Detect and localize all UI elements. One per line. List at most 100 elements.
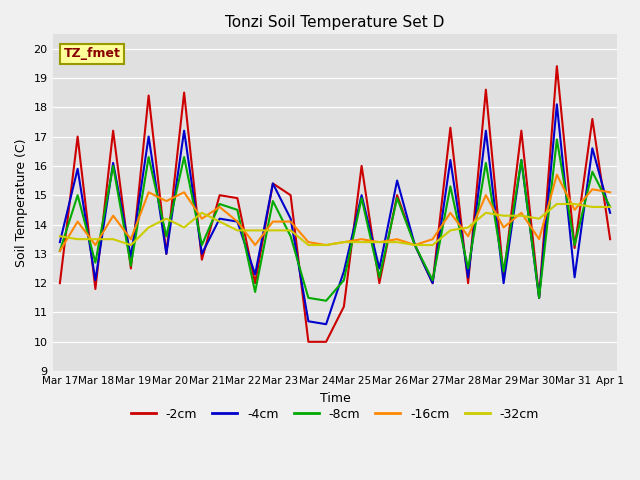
-2cm xyxy=(358,163,365,169)
-16cm xyxy=(74,219,81,225)
-4cm xyxy=(358,192,365,198)
-2cm xyxy=(92,286,99,292)
-16cm xyxy=(145,190,152,195)
-4cm xyxy=(464,275,472,280)
-16cm xyxy=(429,236,436,242)
-8cm xyxy=(234,207,241,213)
-32cm xyxy=(269,228,276,233)
-4cm xyxy=(411,242,419,248)
-4cm xyxy=(92,277,99,283)
-16cm xyxy=(358,236,365,242)
-4cm xyxy=(74,166,81,172)
-32cm xyxy=(411,242,419,248)
-2cm xyxy=(376,280,383,286)
-32cm xyxy=(74,236,81,242)
-8cm xyxy=(571,242,579,248)
-2cm xyxy=(606,236,614,242)
-2cm xyxy=(109,128,117,133)
-32cm xyxy=(252,228,259,233)
-8cm xyxy=(287,233,294,239)
-16cm xyxy=(92,242,99,248)
-32cm xyxy=(358,239,365,245)
-8cm xyxy=(74,192,81,198)
-16cm xyxy=(376,239,383,245)
-2cm xyxy=(252,280,259,286)
-32cm xyxy=(535,216,543,222)
-32cm xyxy=(447,228,454,233)
-16cm xyxy=(411,242,419,248)
-16cm xyxy=(323,242,330,248)
-8cm xyxy=(553,137,561,143)
-32cm xyxy=(464,225,472,230)
-8cm xyxy=(393,195,401,201)
-16cm xyxy=(553,172,561,178)
-8cm xyxy=(180,154,188,160)
-8cm xyxy=(145,154,152,160)
-2cm xyxy=(518,128,525,133)
Line: -8cm: -8cm xyxy=(60,140,610,301)
-8cm xyxy=(376,275,383,280)
-32cm xyxy=(305,242,312,248)
-16cm xyxy=(518,210,525,216)
Y-axis label: Soil Temperature (C): Soil Temperature (C) xyxy=(15,138,28,267)
-16cm xyxy=(234,219,241,225)
-4cm xyxy=(606,210,614,216)
-8cm xyxy=(305,295,312,300)
-2cm xyxy=(340,304,348,310)
-4cm xyxy=(447,157,454,163)
-2cm xyxy=(429,280,436,286)
-32cm xyxy=(393,239,401,245)
-8cm xyxy=(518,157,525,163)
-2cm xyxy=(535,295,543,300)
-4cm xyxy=(340,268,348,274)
-32cm xyxy=(606,204,614,210)
-4cm xyxy=(393,178,401,183)
-2cm xyxy=(553,63,561,69)
-4cm xyxy=(180,128,188,133)
-4cm xyxy=(323,321,330,327)
-16cm xyxy=(447,210,454,216)
-16cm xyxy=(482,192,490,198)
-4cm xyxy=(518,157,525,163)
-32cm xyxy=(518,213,525,218)
-8cm xyxy=(500,268,508,274)
-32cm xyxy=(56,233,64,239)
-4cm xyxy=(145,134,152,140)
-16cm xyxy=(393,236,401,242)
-2cm xyxy=(447,125,454,131)
-2cm xyxy=(287,192,294,198)
-16cm xyxy=(464,233,472,239)
-16cm xyxy=(180,190,188,195)
-16cm xyxy=(127,236,134,242)
-8cm xyxy=(92,260,99,265)
-32cm xyxy=(198,210,205,216)
-8cm xyxy=(163,233,170,239)
-4cm xyxy=(163,251,170,257)
-8cm xyxy=(464,265,472,271)
-2cm xyxy=(56,280,64,286)
-16cm xyxy=(571,207,579,213)
-16cm xyxy=(287,219,294,225)
-16cm xyxy=(163,198,170,204)
-2cm xyxy=(127,265,134,271)
Line: -2cm: -2cm xyxy=(60,66,610,342)
-8cm xyxy=(340,277,348,283)
-8cm xyxy=(606,204,614,210)
-8cm xyxy=(535,295,543,300)
-8cm xyxy=(109,163,117,169)
-32cm xyxy=(287,228,294,233)
-2cm xyxy=(411,242,419,248)
-8cm xyxy=(252,289,259,295)
-32cm xyxy=(92,236,99,242)
-16cm xyxy=(500,225,508,230)
-32cm xyxy=(323,242,330,248)
-2cm xyxy=(482,87,490,93)
-32cm xyxy=(553,201,561,207)
-8cm xyxy=(358,195,365,201)
-16cm xyxy=(589,186,596,192)
-2cm xyxy=(305,339,312,345)
-32cm xyxy=(216,219,223,225)
-2cm xyxy=(269,180,276,186)
-2cm xyxy=(163,251,170,257)
-8cm xyxy=(482,160,490,166)
